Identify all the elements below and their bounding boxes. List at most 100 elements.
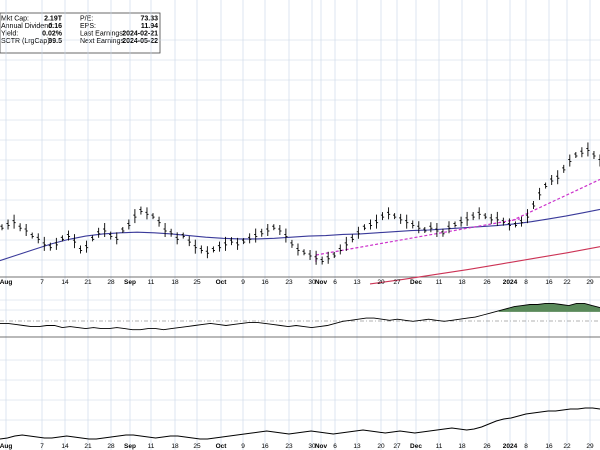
stat-value: 73.33 <box>140 16 158 23</box>
price-bar <box>399 213 403 224</box>
trendline-upper <box>511 178 600 222</box>
stat-value: 2.19T <box>44 16 63 23</box>
price-bar <box>338 244 342 255</box>
info-panel-border <box>0 12 161 54</box>
indicator-1-fill <box>498 303 600 312</box>
price-bar <box>483 213 487 220</box>
price-bar <box>109 231 113 240</box>
price-bar <box>362 224 367 231</box>
x-tick-label-top: 2024 <box>503 279 518 286</box>
price-bar <box>157 216 161 227</box>
x-tick-label-bottom: 29 <box>586 443 594 450</box>
x-tick-label-bottom: 25 <box>193 443 201 450</box>
x-tick-label-top: 18 <box>171 279 179 286</box>
price-bar <box>66 230 71 241</box>
price-bar <box>278 225 282 235</box>
price-bar <box>405 214 409 229</box>
stat-label: Last Earnings: <box>80 31 125 38</box>
price-bar <box>368 219 373 230</box>
price-bar <box>544 182 548 189</box>
price-bar <box>223 236 228 251</box>
price-bar <box>320 256 324 265</box>
price-bar <box>84 240 89 253</box>
stat-label: SCTR (LrgCap): <box>1 38 52 45</box>
price-bar <box>175 232 179 245</box>
x-tick-label-bottom: 2024 <box>503 443 518 450</box>
price-bar <box>254 228 258 243</box>
ma-50-line <box>0 208 600 262</box>
price-bar <box>127 219 131 230</box>
x-tick-label-bottom: 13 <box>353 443 361 450</box>
stat-value: 0.16 <box>48 23 62 30</box>
stat-label: P/E: <box>80 16 93 23</box>
x-axis-ticks: Aug Aug 7 7 14 14 21 21 28 28 Sep Sep 11 11 18 18 25 25 Oc… <box>0 279 594 450</box>
price-bar <box>151 213 155 220</box>
stat-value: 2024-05-22 <box>122 38 158 45</box>
price-bar <box>163 223 167 237</box>
price-bar <box>229 237 234 246</box>
price-bar <box>60 235 65 242</box>
price-bar <box>314 250 318 265</box>
price-bar <box>290 239 294 248</box>
x-tick-label-bottom: 23 <box>285 443 293 450</box>
price-bar <box>531 201 536 209</box>
x-tick-label-bottom: Nov <box>315 443 328 450</box>
x-tick-label-bottom: Aug <box>0 443 12 450</box>
x-tick-label-bottom: 8 <box>524 443 528 450</box>
price-bar <box>417 221 421 234</box>
price-bar <box>187 236 191 247</box>
stat-value: 0.02% <box>42 31 63 38</box>
x-tick-label-top: Dec <box>410 279 422 286</box>
x-tick-label-bottom: Dec <box>410 443 422 450</box>
price-bar <box>356 226 360 239</box>
x-tick-label-top: 29 <box>586 279 594 286</box>
stat-label: Next Earnings: <box>80 38 126 45</box>
price-bar <box>435 223 439 237</box>
x-tick-label-bottom: 28 <box>107 443 115 450</box>
price-bar <box>91 235 95 242</box>
price-bar <box>145 207 149 220</box>
stat-value: 2024-02-21 <box>122 31 158 38</box>
x-tick-label-top: 14 <box>61 279 69 286</box>
stat-label: Mkt Cap: <box>1 16 29 23</box>
x-tick-label-top: 22 <box>563 279 571 286</box>
price-bar <box>217 241 222 252</box>
x-tick-label-top: 26 <box>483 279 491 286</box>
price-bar <box>266 224 270 236</box>
x-tick-label-top: 11 <box>436 279 443 286</box>
price-bar <box>471 212 475 221</box>
price-bar <box>453 221 457 228</box>
price-bar <box>350 234 354 243</box>
price-bar <box>386 207 391 220</box>
price-bar <box>72 234 77 249</box>
price-bar <box>562 164 566 173</box>
price-bar <box>507 218 511 231</box>
indicator-2-line <box>0 407 600 440</box>
x-tick-label-bottom: 18 <box>458 443 466 450</box>
price-bar <box>525 209 530 224</box>
price-bar <box>393 213 397 220</box>
price-bar <box>30 232 34 239</box>
price-bar <box>193 239 197 254</box>
price-bar <box>568 154 572 167</box>
price-bar <box>459 216 463 227</box>
price-bar <box>42 236 46 251</box>
price-bars <box>0 142 600 265</box>
price-bar <box>115 232 119 245</box>
price-bar <box>48 242 52 251</box>
price-bar <box>302 249 306 256</box>
price-bar <box>501 217 505 226</box>
x-tick-label-top: 23 <box>285 279 293 286</box>
x-tick-label-top: 11 <box>148 279 155 286</box>
price-bar <box>374 214 379 229</box>
price-bar <box>537 187 542 200</box>
x-tick-label-top: Oct <box>216 279 228 286</box>
x-tick-label-top: Sep <box>124 279 136 286</box>
price-bar <box>592 151 596 159</box>
price-bar <box>489 213 493 224</box>
price-bar <box>169 228 173 237</box>
price-bar <box>495 211 499 226</box>
x-tick-label-bottom: 14 <box>61 443 69 450</box>
